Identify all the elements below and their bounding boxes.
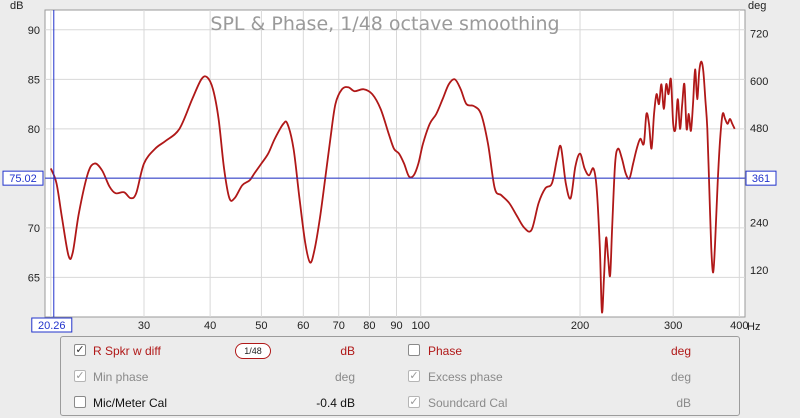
legend-label-excess-phase: Excess phase xyxy=(428,370,503,384)
legend-checkbox-phase[interactable] xyxy=(408,344,420,356)
y-right-tick-label: 120 xyxy=(750,265,768,277)
y-left-tick-label: 65 xyxy=(28,272,40,284)
spl-phase-chart[interactable]: SPL & Phase, 1/48 octave smoothing dB de… xyxy=(0,0,800,336)
legend-row-min-phase: ✓ Min phase deg ✓ Excess phase deg xyxy=(61,365,739,389)
x-tick-label: 90 xyxy=(390,320,402,332)
legend-label-mic-cal: Mic/Meter Cal xyxy=(93,396,168,410)
plot-background xyxy=(44,9,746,318)
y-left-tick-label: 85 xyxy=(28,74,40,86)
y-right-tick-label: 720 xyxy=(750,29,768,41)
y-left-tick-label: 70 xyxy=(28,223,40,235)
y-right-tick-label: 480 xyxy=(750,123,768,135)
smoothing-badge[interactable]: 1/48 xyxy=(235,343,271,359)
legend-checkbox-soundcard-cal[interactable]: ✓ xyxy=(408,396,420,408)
cursor-x-label: 20.26 xyxy=(31,317,73,333)
grid xyxy=(45,10,745,317)
legend-checkbox-excess-phase[interactable]: ✓ xyxy=(408,370,420,382)
legend-label-soundcard-cal: Soundcard Cal xyxy=(428,396,508,410)
right-axis-unit: deg xyxy=(748,0,766,12)
legend-unit-mic-cal: -0.4 dB xyxy=(316,396,355,410)
cursor[interactable]: 75.02 361 20.26 xyxy=(2,10,777,333)
legend-label-min-phase: Min phase xyxy=(93,370,149,384)
cursor-y-left-label: 75.02 xyxy=(2,170,44,186)
y-right-tick-label: 600 xyxy=(750,76,768,88)
x-tick-label: 100 xyxy=(412,320,430,332)
legend-unit-excess-phase: deg xyxy=(670,370,691,384)
legend-unit-soundcard-cal: dB xyxy=(676,396,691,410)
x-tick-label: 40 xyxy=(204,320,216,332)
x-tick-label: 70 xyxy=(333,320,345,332)
legend-checkbox-mic-cal[interactable] xyxy=(74,396,86,408)
x-tick-label: 30 xyxy=(138,320,150,332)
legend-label-phase: Phase xyxy=(428,344,463,358)
x-tick-label: 200 xyxy=(571,320,589,332)
chart-title: SPL & Phase, 1/48 octave smoothing xyxy=(210,13,559,35)
x-tick-label: 60 xyxy=(297,320,309,332)
cursor-y-right-label: 361 xyxy=(745,170,777,186)
legend-unit-phase: deg xyxy=(670,344,691,358)
legend-panel: ✓ R Spkr w diff 1/48 dB Phase deg ✓ Min … xyxy=(60,336,740,416)
cursor-y-left-label-box xyxy=(2,170,44,186)
cursor-y-right-label-box xyxy=(745,170,777,186)
x-tick-label: 400 xyxy=(730,320,748,332)
legend-label-spl: R Spkr w diff xyxy=(93,344,161,358)
legend-row-mic-cal: Mic/Meter Cal -0.4 dB ✓ Soundcard Cal dB xyxy=(61,391,739,415)
legend-unit-spl: dB xyxy=(340,344,355,358)
x-tick-label: 80 xyxy=(363,320,375,332)
legend-checkbox-min-phase[interactable]: ✓ xyxy=(74,370,86,382)
legend-row-spl: ✓ R Spkr w diff 1/48 dB Phase deg xyxy=(61,339,739,363)
series-layer xyxy=(49,60,736,314)
cursor-y-left-label-text: 75.02 xyxy=(9,173,37,185)
legend-unit-min-phase: deg xyxy=(334,370,355,384)
y-left-tick-label: 80 xyxy=(28,124,40,136)
left-axis-unit: dB xyxy=(10,0,23,12)
cursor-x-label-text: 20.26 xyxy=(38,320,66,332)
cursor-y-right-label-text: 361 xyxy=(752,173,770,185)
x-tick-label: 50 xyxy=(255,320,267,332)
y-left-tick-label: 90 xyxy=(28,25,40,37)
x-axis-unit: Hz xyxy=(747,321,760,333)
y-right-tick-label: 240 xyxy=(750,218,768,230)
cursor-x-label-box xyxy=(31,317,73,333)
x-tick-label: 300 xyxy=(664,320,682,332)
legend-checkbox-spl[interactable]: ✓ xyxy=(74,344,86,356)
series-line-spl xyxy=(49,60,736,314)
